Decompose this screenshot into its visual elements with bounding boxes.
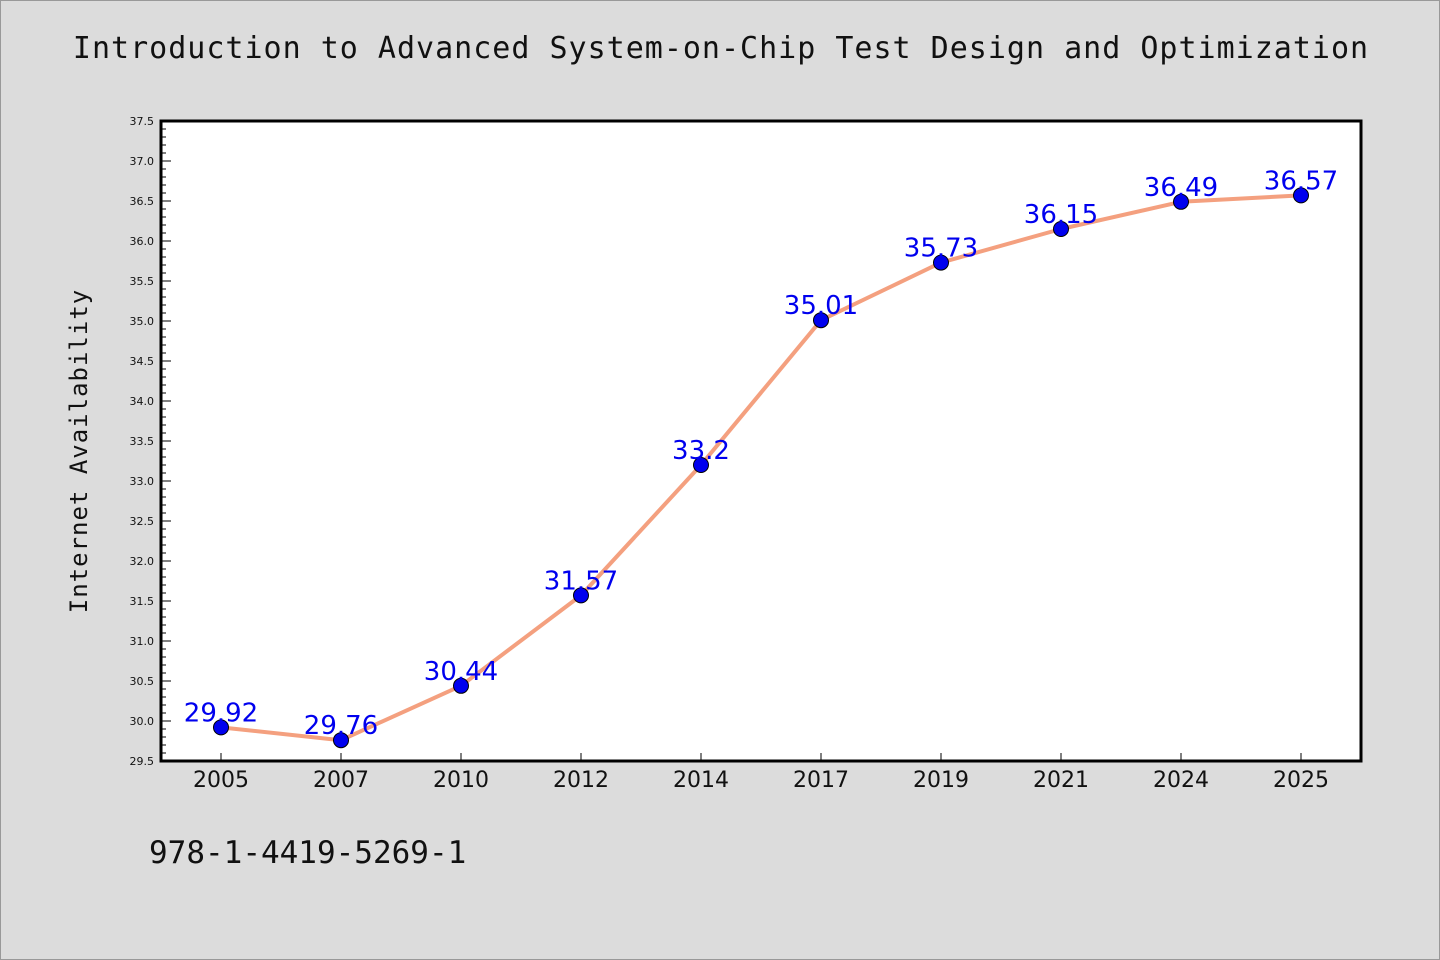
y-tick-label: 34.0	[130, 395, 155, 408]
chart-title: Introduction to Advanced System-on-Chip …	[72, 31, 1370, 66]
y-tick-label: 32.0	[130, 555, 155, 568]
x-tick-label: 2024	[1153, 768, 1209, 793]
data-point	[333, 732, 349, 749]
y-tick-label: 30.5	[130, 675, 155, 688]
y-tick-label: 31.5	[130, 595, 155, 608]
data-label: 30.44	[424, 657, 498, 687]
y-tick-label: 35.5	[130, 275, 155, 288]
data-point	[1293, 187, 1309, 204]
x-axis-ticks: 2005 2007 2010 2012 2014 2017 2019 2021 2024 2025	[193, 753, 1329, 793]
data-point	[213, 719, 229, 736]
data-point	[573, 587, 589, 604]
data-label: 33.2	[672, 436, 730, 466]
data-label: 36.57	[1264, 166, 1338, 196]
y-tick-label: 33.5	[130, 435, 155, 448]
y-tick-label: 29.5	[130, 755, 155, 768]
y-tick-label: 32.5	[130, 515, 155, 528]
data-point	[813, 312, 829, 329]
x-tick-label: 2007	[313, 768, 369, 793]
data-label: 31.57	[544, 566, 618, 596]
x-tick-label: 2017	[793, 768, 849, 793]
plot-area	[159, 119, 1363, 763]
x-tick-label: 2010	[433, 768, 489, 793]
y-tick-label: 33.0	[130, 475, 155, 488]
y-axis-label: Internet Availability	[65, 289, 93, 613]
data-label: 29.92	[184, 698, 258, 728]
series-line	[219, 193, 1303, 743]
y-tick-label: 37.0	[130, 155, 155, 168]
data-point	[1053, 221, 1069, 237]
data-label: 36.15	[1024, 200, 1098, 230]
y-tick-label: 34.5	[130, 355, 155, 368]
x-tick-label: 2014	[673, 768, 729, 793]
y-tick-label: 31.0	[130, 635, 155, 648]
y-tick-label: 36.0	[130, 235, 155, 248]
isbn-text: 978-1-4419-5269-1	[149, 835, 467, 871]
data-point	[933, 254, 949, 271]
data-point	[1173, 193, 1189, 210]
series-layer: 29.92 29.76 30.44 31.57 33.2 35.01 35.73 36.15 3…	[184, 166, 1338, 749]
y-axis-ticks: 29.5 30.0 30.5 31.0 31.5 32.0 32.5 33.0 33.5 34.0…	[130, 115, 171, 768]
data-point	[693, 457, 709, 473]
x-tick-label: 2021	[1033, 768, 1089, 793]
data-label: 35.73	[904, 234, 978, 264]
x-tick-label: 2019	[913, 768, 969, 793]
data-label: 36.49	[1144, 173, 1218, 203]
y-tick-label: 37.5	[130, 115, 155, 128]
y-tick-label: 30.0	[130, 715, 155, 728]
y-tick-label: 36.5	[130, 195, 155, 208]
data-label: 35.01	[784, 291, 858, 321]
data-point	[453, 677, 469, 694]
x-tick-label: 2005	[193, 768, 249, 793]
data-label: 29.76	[304, 711, 378, 741]
x-tick-label: 2025	[1273, 768, 1329, 793]
x-tick-label: 2012	[553, 768, 609, 793]
y-tick-label: 35.0	[130, 315, 155, 328]
